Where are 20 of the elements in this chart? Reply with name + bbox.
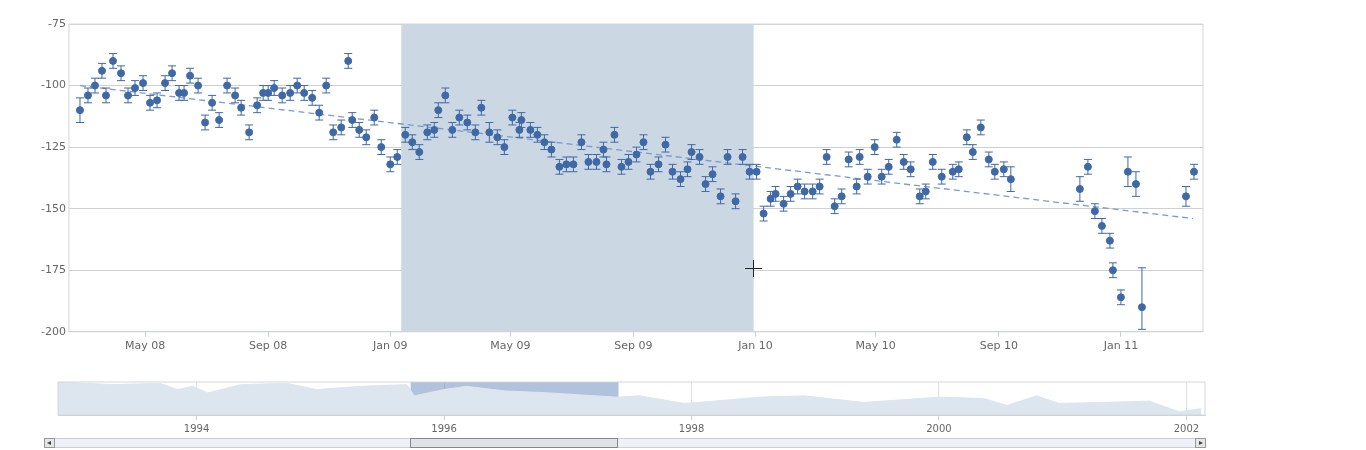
x-tick-label: 1996 [431,422,457,434]
x-tick-label: May 09 [490,339,531,353]
x-tick-label: 1994 [183,422,210,434]
y-tick-label: -150 [41,201,66,215]
x-tick-label: Jan 11 [1102,339,1139,353]
x-tick-label: Sep 08 [249,339,288,353]
y-tick-label: -175 [41,263,66,277]
y-tick-label: -75 [48,16,66,30]
x-tick-label: 2000 [926,422,952,434]
x-tick-label: Jan 09 [372,339,408,353]
x-tick-label: 2002 [1173,422,1200,434]
x-tick-label: Sep 09 [614,339,653,353]
y-tick-label: -100 [41,78,66,92]
y-tick-label: -200 [41,324,66,338]
x-tick-label: 1998 [678,422,705,434]
y-tick-label: -125 [41,139,66,153]
x-tick-label: Sep 10 [979,339,1018,353]
x-tick-label: May 10 [855,339,896,353]
x-tick-label: May 08 [124,339,166,353]
x-tick-label: Jan 10 [737,339,773,353]
